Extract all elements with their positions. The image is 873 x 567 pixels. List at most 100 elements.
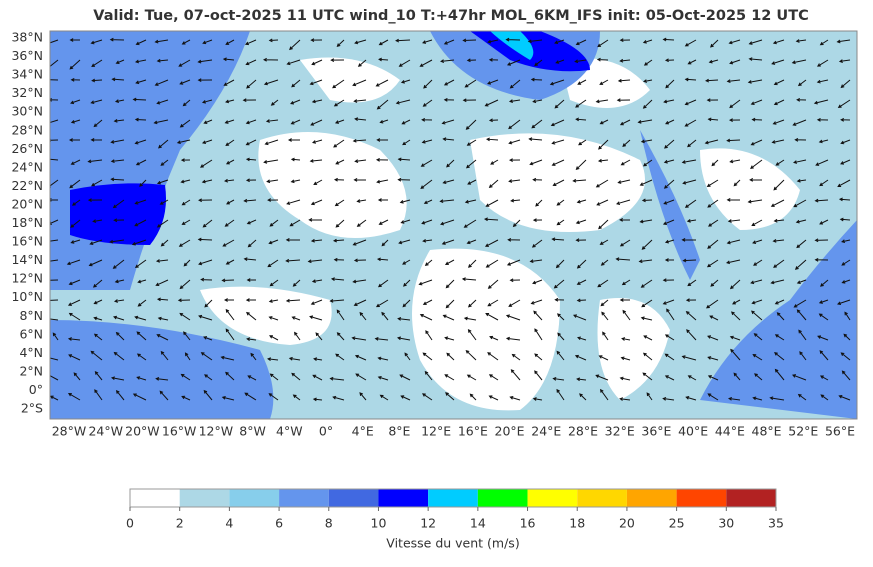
wind-arrow [379,119,389,124]
lat-label: 10°N [11,289,43,304]
wind-arrow [440,59,455,63]
wind-arrow [684,39,697,47]
wind-arrow [510,198,521,203]
lat-label: 2°N [19,363,43,378]
wind-arrow [619,58,631,63]
wind-arrow [818,299,829,304]
wind-arrow [684,77,697,82]
wind-arrow [50,318,59,321]
wind-arrow [597,279,609,288]
colorbar-tick-label: 2 [176,516,184,531]
wind-arrow [638,259,653,264]
wind-arrow [50,79,59,81]
wind-arrow [732,299,741,305]
wind-arrow [556,219,565,226]
colorbar-swatch [626,489,677,507]
wind-arrow [109,37,125,42]
wind-arrow [530,299,543,305]
wind-arrow [224,219,235,227]
wind-arrow [469,393,477,401]
lat-label: 36°N [11,48,43,63]
wind-arrow [398,239,411,245]
wind-arrow [551,139,565,145]
wind-arrow [466,139,477,146]
wind-arrow [774,352,785,361]
wind-arrow [641,198,653,203]
wind-arrow [686,329,697,341]
wind-arrow [110,177,125,182]
wind-arrow [263,159,279,164]
wind-arrow [576,259,587,269]
wind-arrow [619,38,631,43]
wind-arrow [465,349,477,361]
wind-arrow [600,388,609,401]
wind-arrow [179,79,191,85]
wind-arrow [554,39,565,45]
wind-arrow [664,239,675,244]
wind-arrow [90,99,103,105]
wind-arrow [708,219,719,227]
wind-arrow [488,57,499,62]
wind-arrow [179,279,191,290]
wind-arrow [268,393,279,401]
wind-arrow [352,79,367,87]
wind-arrow [467,299,477,308]
wind-arrow [357,59,367,67]
lat-label: 20°N [11,196,43,211]
wind-arrow [816,79,829,84]
wind-arrow [535,199,543,207]
wind-arrow [242,98,257,103]
wind-arrow [66,259,81,266]
wind-arrow [489,335,499,341]
wind-arrow [115,59,125,64]
wind-arrow [619,119,631,126]
wind-arrow [465,159,477,169]
wind-arrow [754,373,763,381]
wind-arrow [156,179,169,185]
wind-arrow [395,99,411,105]
wind-arrow [50,375,59,381]
wind-arrow [421,219,433,225]
wind-arrow [665,119,675,125]
wind-arrow [461,277,477,281]
wind-arrow [751,117,763,122]
wind-arrow [352,138,367,143]
wind-arrow [795,219,807,224]
wind-arrow [771,139,785,144]
wind-arrow [155,279,169,287]
wind-arrow [136,331,147,341]
wind-arrow [180,179,191,184]
wind-arrow [576,377,587,382]
wind-arrow [50,158,59,161]
wind-arrow [70,119,81,124]
wind-arrow [245,157,257,162]
wind-arrow [508,299,521,307]
wind-arrow [664,258,675,262]
wind-arrow [599,239,609,245]
wind-arrow [467,179,477,185]
wind-arrow [110,159,125,164]
wind-arrow [134,139,147,145]
wind-arrow [374,337,389,341]
wind-arrow [330,58,345,63]
wind-arrow [93,299,103,305]
wind-arrow [226,199,235,205]
wind-arrow [685,310,697,321]
wind-arrow [595,99,609,104]
wind-arrow [244,392,257,401]
wind-arrow [246,278,257,282]
wind-arrow [310,199,323,206]
wind-arrow [203,119,213,124]
wind-arrow [90,39,103,45]
wind-arrow [748,57,763,61]
wind-arrow [286,199,301,205]
wind-arrow [752,239,763,244]
wind-arrow [422,99,433,107]
wind-arrow [795,39,807,43]
wind-arrow [265,119,279,123]
wind-arrow [662,396,675,401]
wind-arrow [50,239,59,242]
wind-arrow [182,99,191,107]
colorbar-swatch [229,489,280,507]
wind-arrow [793,199,807,208]
